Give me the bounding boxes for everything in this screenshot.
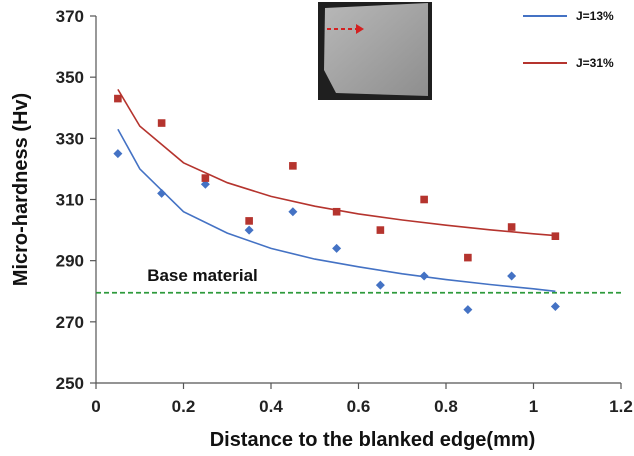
x-tick-label: 0.6 — [347, 397, 371, 416]
data-point-series-2 — [201, 174, 210, 182]
data-point-series-2 — [551, 232, 560, 240]
axis-labels: Distance to the blanked edge(mm) Micro-ha… — [10, 93, 535, 451]
legend: J=13% J=31% — [523, 9, 614, 70]
data-point-series-2 — [507, 223, 516, 231]
y-axis-title: Micro-hardness (Hv) — [10, 93, 32, 286]
data-point-series-1 — [288, 207, 298, 217]
data-point-series-1 — [550, 302, 560, 312]
trendline-1 — [117, 128, 556, 293]
x-tick-label: 0.4 — [259, 397, 283, 416]
y-tick-label: 270 — [56, 313, 84, 332]
data-point-series-1 — [507, 271, 517, 281]
y-tick-label: 250 — [56, 374, 84, 393]
data-point-series-1 — [463, 305, 473, 315]
base-material-line-group: Base material — [96, 266, 621, 294]
data-point-series-1 — [200, 179, 210, 189]
data-point-series-2 — [332, 207, 341, 216]
x-tick-label: 1.2 — [609, 397, 633, 416]
x-tick-label: 0.8 — [434, 397, 458, 416]
data-point-series-1 — [419, 271, 429, 281]
data-point-series-2 — [157, 119, 166, 127]
data-points — [113, 94, 560, 315]
y-tick-label: 370 — [56, 7, 84, 26]
data-point-series-2 — [420, 195, 428, 204]
inset-arrow-head — [356, 24, 364, 34]
base-material-label: Base material — [147, 266, 258, 285]
data-point-series-2 — [245, 217, 253, 225]
data-point-series-1 — [375, 280, 385, 290]
x-tick-label: 0.2 — [172, 397, 196, 416]
data-point-series-1 — [113, 149, 123, 159]
x-tick-label: 0 — [91, 397, 100, 416]
data-point-series-1 — [244, 225, 254, 235]
legend-label-2: J=31% — [576, 56, 614, 70]
inset-micrograph — [318, 2, 432, 100]
data-point-series-2 — [114, 94, 122, 103]
data-point-series-2 — [464, 253, 472, 262]
y-tick-label: 310 — [56, 191, 84, 210]
y-tick-label: 330 — [56, 129, 84, 148]
data-point-series-1 — [332, 243, 342, 253]
axes: 250 270 290 310 330 350 370 0 0.2 0.4 0.6 0.8 1 1.2 — [56, 7, 633, 416]
data-point-series-2 — [289, 162, 297, 170]
x-tick-label: 1 — [529, 397, 538, 416]
data-point-series-1 — [157, 188, 167, 198]
x-axis-title: Distance to the blanked edge(mm) — [210, 429, 536, 451]
y-tick-label: 290 — [56, 252, 84, 271]
data-point-series-2 — [376, 226, 385, 234]
inset-specimen — [324, 3, 428, 96]
y-tick-label: 350 — [56, 68, 84, 87]
trendlines — [117, 88, 556, 293]
legend-label-1: J=13% — [576, 9, 614, 23]
